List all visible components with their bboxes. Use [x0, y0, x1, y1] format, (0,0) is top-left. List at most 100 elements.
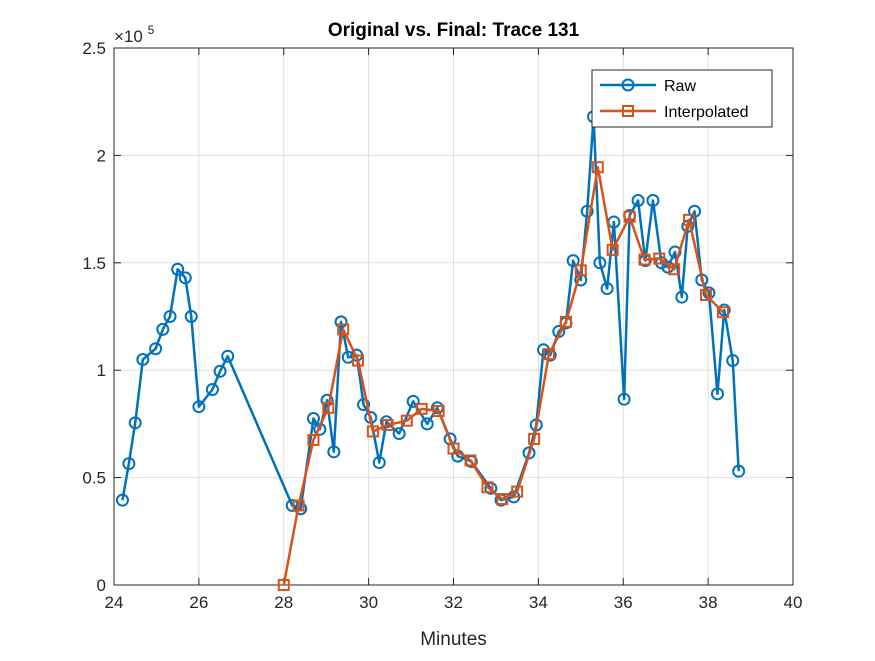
x-tick-label: 34: [529, 593, 548, 612]
y-tick-label: 1: [97, 361, 106, 380]
y-tick-labels: 0 0.5 1 1.5 2 2.5: [82, 39, 106, 595]
data-point-raw: [392, 427, 406, 441]
y-tick-label: 1.5: [82, 254, 106, 273]
data-point-interpolated: [447, 442, 460, 455]
legend: Raw Interpolated: [591, 69, 773, 128]
data-point-interpolated: [337, 323, 350, 336]
data-point-interpolated: [415, 402, 428, 415]
data-point-raw: [294, 502, 308, 516]
series-interpolated: [277, 161, 729, 591]
data-point-interpolated: [322, 401, 335, 414]
legend-label-interpolated: Interpolated: [664, 104, 749, 121]
legend-entries: Raw Interpolated: [600, 78, 749, 121]
x-tick-labels: 24 26 28 30 32 34 36 38 40: [105, 593, 803, 612]
data-point-interpolated: [542, 348, 555, 361]
data-point-interpolated: [381, 418, 394, 431]
data-point-raw: [205, 383, 219, 397]
legend-entry-raw: Raw: [600, 78, 696, 95]
data-point-raw: [221, 349, 235, 363]
legend-marker-interpolated: [622, 105, 634, 117]
data-point-raw: [320, 393, 334, 407]
legend-box: [591, 69, 773, 128]
data-point-interpolated: [638, 253, 651, 266]
data-point-raw: [115, 493, 129, 507]
data-point-interpolated: [432, 405, 445, 418]
x-tick-label: 28: [274, 593, 293, 612]
legend-marker-raw: [621, 78, 635, 92]
data-point-raw: [334, 315, 348, 329]
data-point-raw: [710, 387, 724, 401]
data-point-interpolated: [606, 243, 619, 256]
y-tick-label: 0.5: [82, 469, 106, 488]
data-point-raw: [420, 417, 434, 431]
data-point-interpolated: [496, 493, 509, 506]
data-point-interpolated: [511, 485, 524, 498]
data-point-raw: [149, 342, 163, 356]
data-point-raw: [184, 310, 198, 323]
data-point-raw: [593, 256, 607, 270]
data-point-interpolated: [366, 425, 379, 438]
data-point-interpolated: [623, 210, 636, 223]
data-point-raw: [122, 457, 136, 471]
data-point-interpolated: [653, 252, 666, 265]
data-point-interpolated: [683, 213, 696, 226]
x-tick-label: 32: [444, 593, 463, 612]
data-point-raw: [732, 464, 746, 478]
data-point-raw: [192, 400, 206, 414]
data-point-interpolated: [292, 499, 305, 512]
data-point-raw: [163, 310, 177, 323]
data-point-interpolated: [352, 354, 365, 367]
data-point-raw: [178, 271, 192, 285]
data-point-interpolated: [668, 263, 681, 276]
x-tick-label: 24: [105, 593, 124, 612]
data-point-raw: [306, 412, 320, 426]
y-exponent-base: ×10: [114, 27, 143, 46]
x-axis-title: Minutes: [420, 629, 487, 650]
data-point-interpolated: [400, 414, 413, 427]
axis-ticks: [113, 47, 794, 586]
data-point-interpolated: [591, 161, 604, 174]
x-tick-label: 38: [699, 593, 718, 612]
legend-label-raw: Raw: [664, 78, 696, 95]
data-point-interpolated: [528, 432, 541, 445]
y-exponent-label: ×10 5: [114, 23, 155, 46]
data-point-raw: [213, 364, 227, 378]
y-tick-label: 2.5: [82, 39, 106, 58]
data-point-interpolated: [716, 306, 729, 319]
data-point-raw: [372, 456, 386, 470]
y-exponent-power: 5: [148, 23, 155, 37]
data-point-raw: [136, 352, 150, 366]
data-point-raw: [406, 394, 420, 408]
data-point-interpolated: [700, 289, 713, 302]
data-point-interpolated: [574, 264, 587, 277]
chart-title: Original vs. Final: Trace 131: [328, 20, 580, 41]
data-point-raw: [726, 354, 740, 368]
y-tick-label: 2: [97, 146, 106, 165]
legend-entry-interpolated: Interpolated: [600, 104, 749, 121]
data-point-raw: [631, 194, 645, 208]
data-point-interpolated: [559, 315, 572, 328]
data-series: [115, 110, 746, 591]
y-tick-label: 0: [97, 576, 106, 595]
data-point-raw: [600, 282, 614, 296]
data-point-interpolated: [307, 434, 320, 447]
data-point-interpolated: [277, 579, 290, 591]
data-point-interpolated: [464, 454, 477, 467]
data-point-raw: [128, 416, 142, 430]
data-point-raw: [156, 322, 170, 336]
data-point-raw: [675, 290, 689, 304]
x-tick-label: 40: [784, 593, 803, 612]
x-tick-label: 36: [614, 593, 633, 612]
data-point-raw: [580, 204, 594, 218]
data-point-interpolated: [481, 481, 494, 494]
data-point-raw: [646, 194, 660, 208]
data-point-raw: [566, 254, 580, 268]
x-tick-label: 30: [359, 593, 378, 612]
x-tick-label: 26: [189, 593, 208, 612]
data-point-raw: [171, 262, 185, 276]
data-point-raw: [327, 445, 341, 459]
data-point-raw: [617, 392, 631, 406]
data-point-raw: [357, 398, 371, 412]
